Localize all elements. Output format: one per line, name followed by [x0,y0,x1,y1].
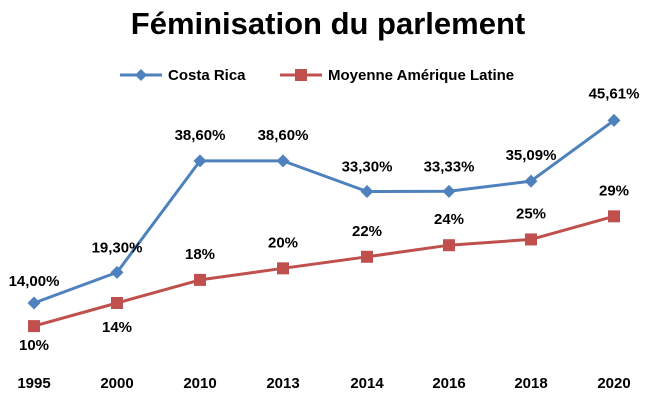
legend-label-moyenne-amerique-latine: Moyenne Amérique Latine [328,67,514,84]
data-label-costa-rica-2018: 35,09% [506,147,557,164]
x-tick-label-2013: 2013 [266,375,299,392]
data-point-moyenne-amerique-latine-2013 [277,262,289,275]
data-label-costa-rica-2014: 33,30% [342,158,393,175]
data-point-moyenne-amerique-latine-2016 [443,239,455,252]
data-point-moyenne-amerique-latine-2020 [608,210,620,223]
data-point-moyenne-amerique-latine-2014 [361,250,373,263]
data-label-costa-rica-2013: 38,60% [258,127,309,144]
data-point-moyenne-amerique-latine-2000 [111,297,123,309]
data-point-costa-rica-2020 [607,113,621,127]
data-label-costa-rica-1995: 14,00% [9,273,60,290]
data-label-costa-rica-2016: 33,33% [424,158,475,175]
data-label-moyenne-amerique-latine-2000: 14% [102,319,132,336]
data-label-moyenne-amerique-latine-2018: 25% [516,205,546,222]
legend: Costa Rica Moyenne Amérique Latine [120,67,514,84]
legend-marker-costa-rica [135,69,147,81]
data-point-costa-rica-2014 [360,184,374,198]
data-label-costa-rica-2020: 45,61% [589,85,640,102]
data-point-costa-rica-2018 [524,174,538,188]
x-axis: 1995 2000 2010 2013 2014 2016 2018 2020 [17,375,630,392]
data-label-moyenne-amerique-latine-2014: 22% [352,223,382,240]
legend-marker-moyenne-amerique-latine [295,69,307,81]
data-label-moyenne-amerique-latine-2016: 24% [434,211,464,228]
data-point-costa-rica-2000 [110,265,124,279]
legend-label-costa-rica: Costa Rica [168,67,246,84]
x-tick-label-2016: 2016 [432,375,465,392]
data-point-moyenne-amerique-latine-1995 [28,320,40,333]
x-tick-label-2010: 2010 [183,375,216,392]
data-label-moyenne-amerique-latine-1995: 10% [19,337,49,354]
data-label-moyenne-amerique-latine-2013: 20% [268,234,298,251]
data-point-costa-rica-2010 [193,154,207,168]
chart-title: Féminisation du parlement [131,6,525,41]
data-label-costa-rica-2010: 38,60% [175,127,226,144]
series-line-moyenne-amerique-latine [33,214,615,328]
x-tick-label-2018: 2018 [514,375,547,392]
data-point-moyenne-amerique-latine-2010 [194,273,206,286]
data-point-costa-rica-2013 [276,154,290,168]
plot-area: 14,00% 19,30% 38,60% 38,60% 33,30% 33,33% 35,0… [9,85,640,354]
data-point-costa-rica-1995 [27,296,41,310]
data-point-costa-rica-2016 [442,184,456,198]
x-tick-label-1995: 1995 [17,375,50,392]
data-point-moyenne-amerique-latine-2018 [525,233,537,246]
data-label-moyenne-amerique-latine-2010: 18% [185,246,215,263]
series-line-costa-rica [33,119,615,305]
x-tick-label-2014: 2014 [350,375,384,392]
data-label-costa-rica-2000: 19,30% [92,239,143,256]
data-label-moyenne-amerique-latine-2020: 29% [599,182,629,199]
x-tick-label-2020: 2020 [597,375,630,392]
x-tick-label-2000: 2000 [100,375,133,392]
